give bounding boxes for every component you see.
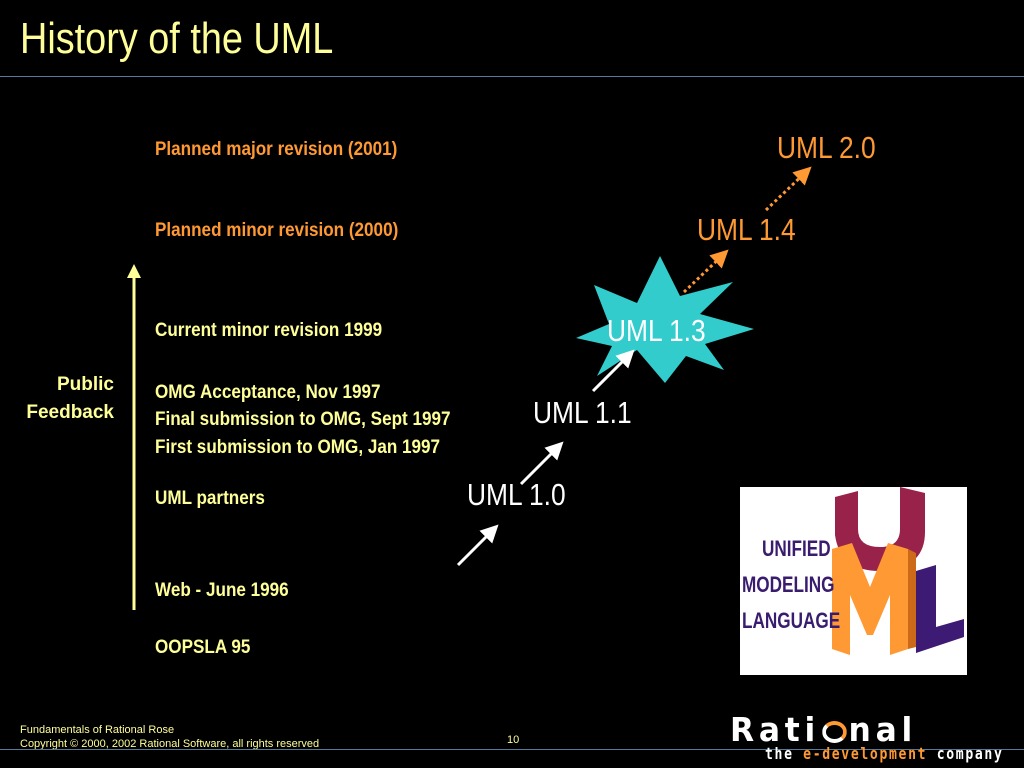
rational-tagline: the e-development company — [765, 744, 1003, 763]
arrow-to-uml-2-0 — [764, 166, 812, 212]
arrow-to-uml-1-0 — [456, 524, 499, 567]
uml-logo: UNIFIED MODELING LANGUAGE — [740, 487, 967, 675]
timeline-current-minor: Current minor revision 1999 — [155, 320, 383, 341]
logo-letter-m-shade — [908, 549, 916, 649]
tagline-post: company — [927, 744, 1004, 763]
timeline-web: Web - June 1996 — [155, 580, 289, 601]
version-uml-1-1: UML 1.1 — [533, 395, 632, 430]
tagline-highlight: e-development — [803, 744, 928, 763]
logo-letter-m — [832, 543, 908, 655]
feedback-line-2: Feedback — [26, 402, 114, 423]
footer-course-title: Fundamentals of Rational Rose — [20, 724, 175, 736]
feedback-arrow-head — [127, 264, 141, 278]
brand-swoosh-icon — [821, 721, 847, 743]
logo-letter-l — [916, 565, 964, 653]
page-title: History of the UML — [20, 14, 334, 63]
timeline-uml-partners: UML partners — [155, 488, 265, 509]
rational-logo: Rati nal — [730, 710, 917, 749]
timeline-planned-major: Planned major revision (2001) — [155, 139, 398, 160]
public-feedback-label: Public Feedback — [20, 371, 114, 427]
version-uml-2-0: UML 2.0 — [777, 130, 876, 165]
arrow-to-uml-1-4 — [682, 249, 729, 294]
footer-copyright: Copyright © 2000, 2002 Rational Software… — [20, 738, 320, 750]
arrow-to-uml-1-1 — [519, 441, 564, 486]
logo-word-modeling: MODELING — [742, 572, 835, 597]
timeline-oopsla: OOPSLA 95 — [155, 637, 251, 658]
arrow-to-uml-1-3 — [591, 349, 635, 393]
title-divider — [0, 76, 1024, 77]
feedback-line-1: Public — [56, 374, 114, 395]
footer-divider — [0, 749, 1024, 750]
version-uml-1-4: UML 1.4 — [697, 212, 796, 247]
timeline-final-submission: Final submission to OMG, Sept 1997 — [155, 409, 451, 430]
version-uml-1-3: UML 1.3 — [607, 313, 706, 348]
uml-logo-letters — [832, 487, 964, 655]
timeline-planned-minor: Planned minor revision (2000) — [155, 220, 399, 241]
brand-text-start: Rati — [730, 710, 821, 749]
logo-word-language: LANGUAGE — [742, 608, 841, 633]
tagline-pre: the — [765, 744, 804, 763]
brand-text-end: nal — [848, 710, 918, 749]
timeline-omg-acceptance: OMG Acceptance, Nov 1997 — [155, 382, 381, 403]
logo-word-unified: UNIFIED — [762, 536, 831, 561]
version-uml-1-0: UML 1.0 — [467, 477, 566, 512]
timeline-first-submission: First submission to OMG, Jan 1997 — [155, 437, 441, 458]
page-number: 10 — [507, 734, 520, 746]
